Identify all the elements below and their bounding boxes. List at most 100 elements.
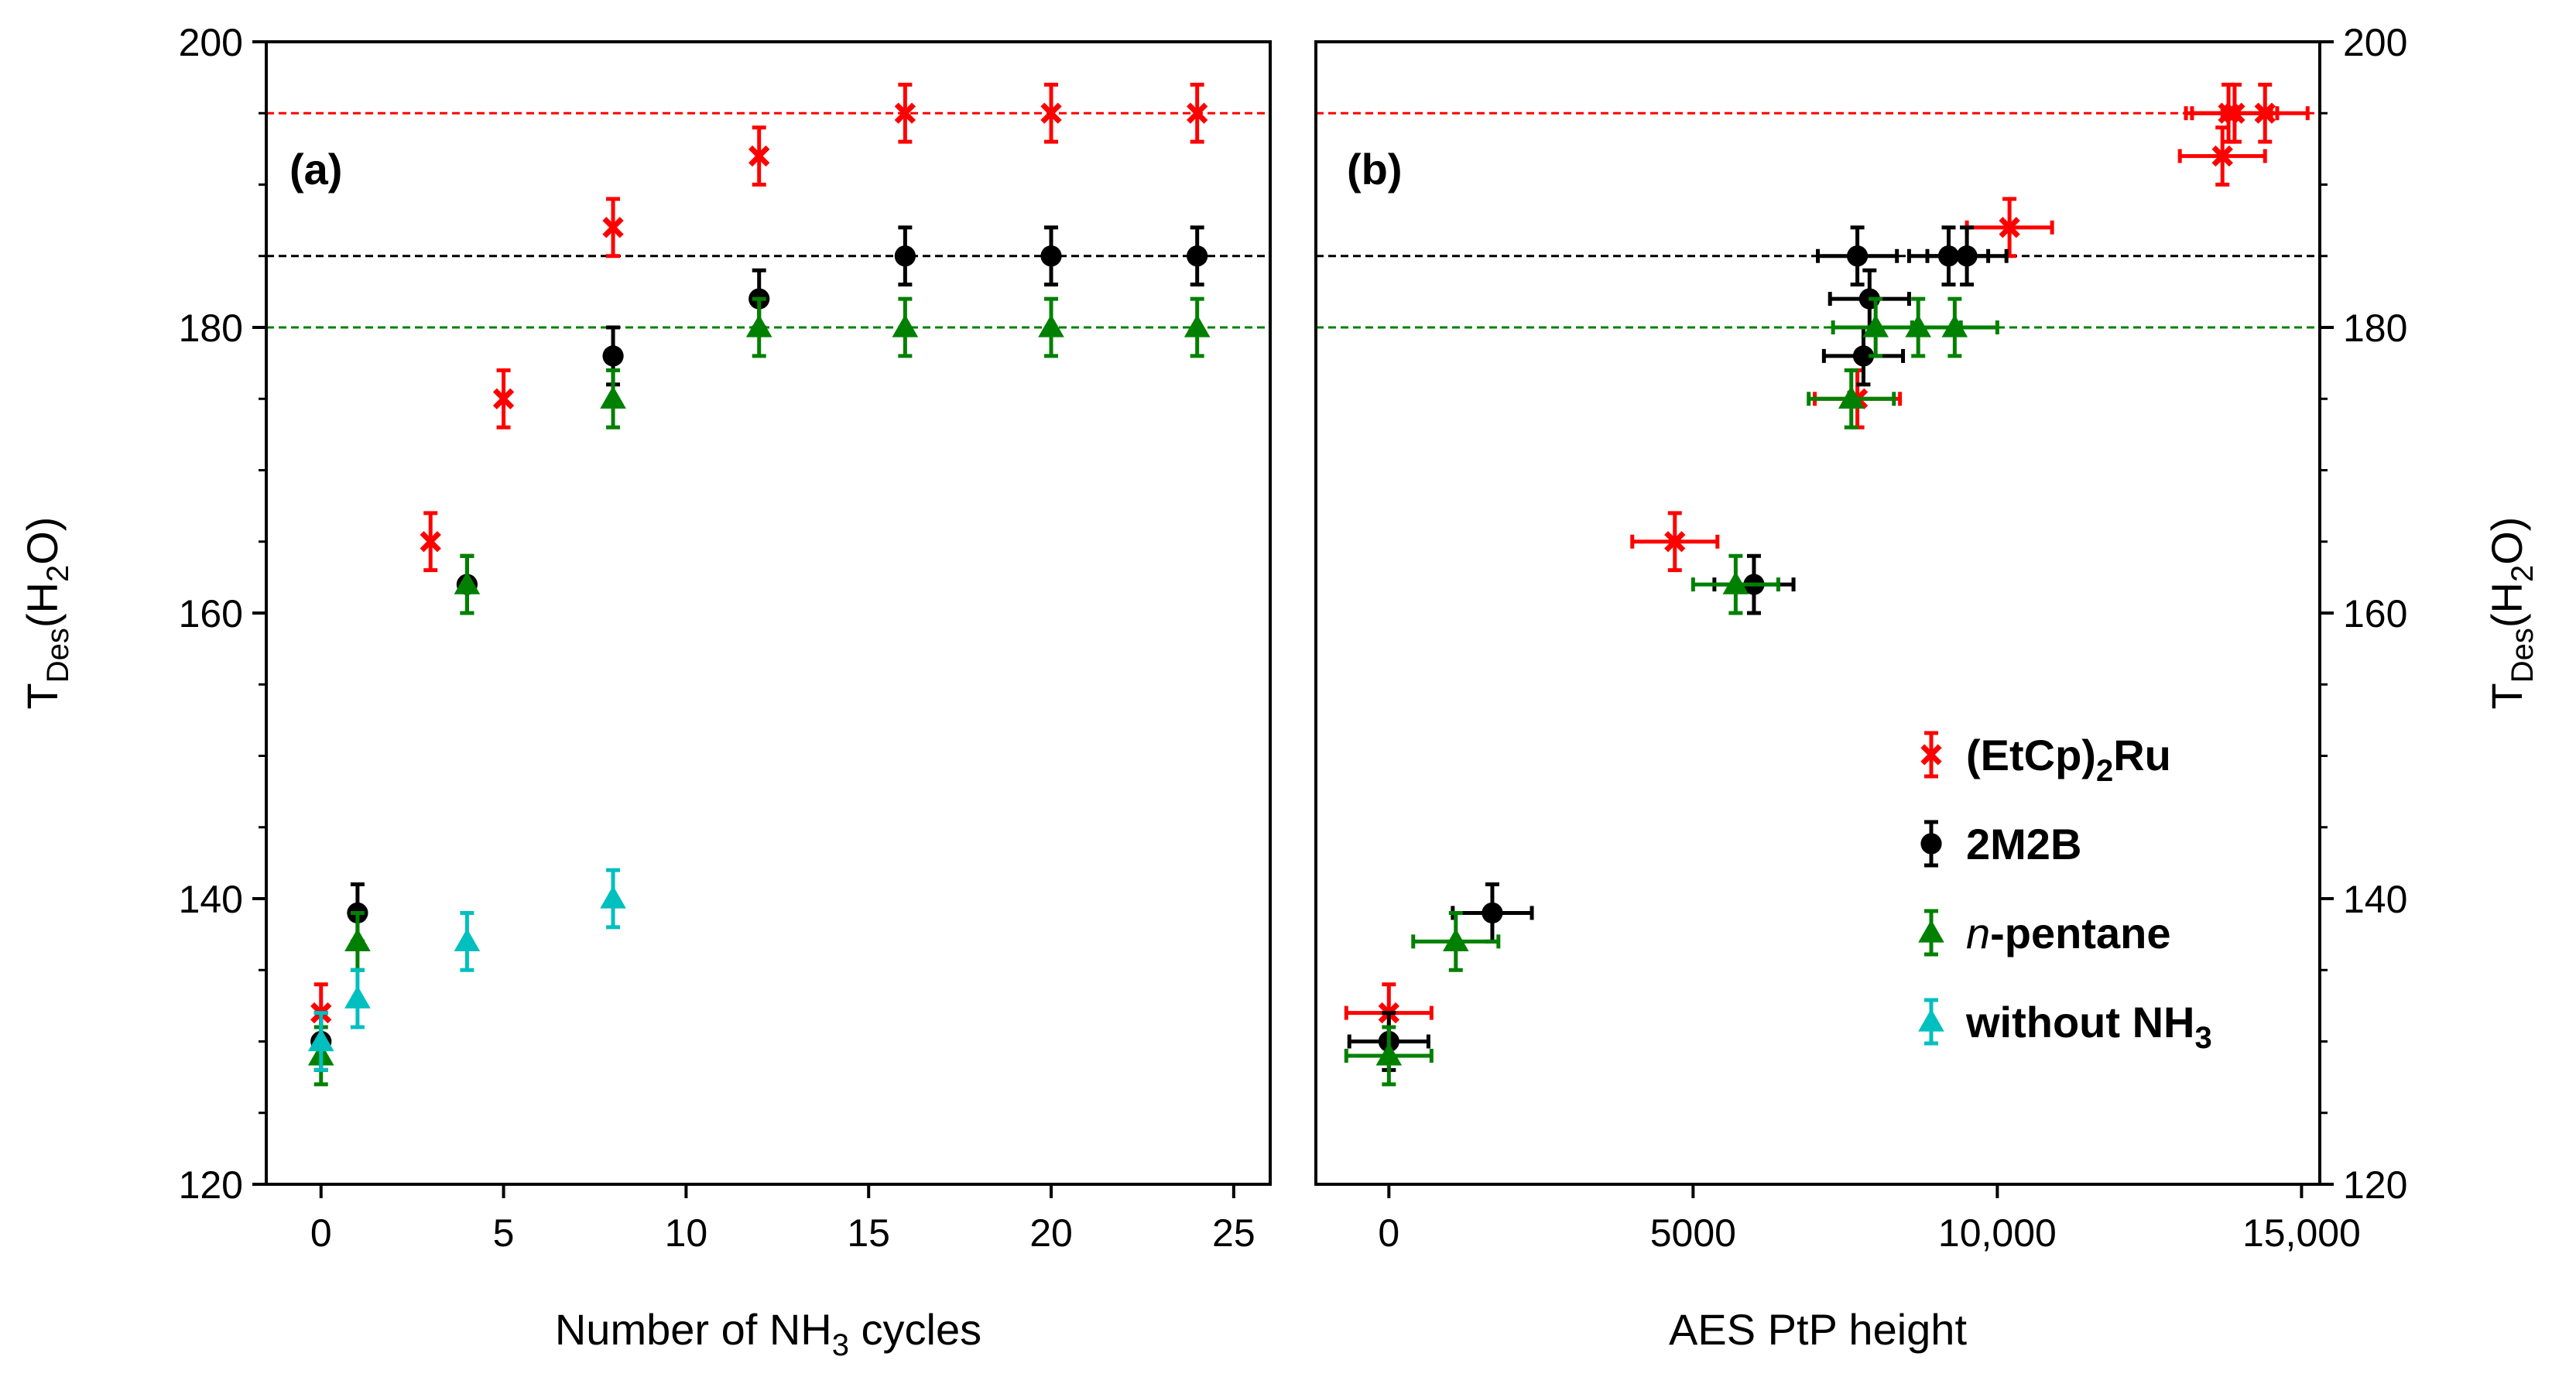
marker-circle (1040, 245, 1062, 267)
marker-triangle (1184, 314, 1211, 337)
marker-x (1920, 744, 1942, 766)
data-point (894, 82, 916, 144)
x-axis-ticks: 0 5 10 15 20 25 (310, 1184, 1255, 1255)
marker-circle (1852, 345, 1875, 367)
marker-x (492, 388, 515, 409)
data-point (1816, 225, 1899, 287)
marker-triangle (344, 985, 371, 1009)
data-point (1187, 225, 1208, 287)
x-tick-label: 0 (310, 1211, 332, 1255)
marker-x (2211, 145, 2233, 167)
panel-a: 0 5 10 15 20 25 120 140 160 180 200 (a) Number of… (18, 21, 1272, 1362)
data-point (1630, 511, 1720, 573)
legend-label: n-pentane (1966, 909, 2171, 957)
data-point (748, 125, 770, 187)
x-tick-label: 15 (847, 1211, 890, 1255)
marker-triangle (1722, 571, 1749, 594)
marker-x (748, 145, 770, 167)
marker-triangle (1941, 314, 1968, 337)
reference-lines (1316, 111, 2320, 329)
marker-triangle (892, 314, 919, 337)
marker-triangle (307, 1028, 334, 1052)
data-point (1451, 882, 1534, 944)
data-point (1925, 225, 2009, 287)
x-axis-label-b: AES PtP height (1669, 1305, 1967, 1354)
marker-x (2254, 102, 2276, 124)
series-triangle (307, 296, 1211, 1087)
data-point (1040, 225, 1062, 287)
y-tick-label: 140 (179, 878, 243, 921)
data-point (1040, 82, 1062, 144)
y-tick-label: 200 (179, 21, 243, 64)
marker-x (1186, 102, 1208, 124)
marker-x (1999, 217, 2020, 238)
marker-circle (1956, 245, 1978, 267)
marker-triangle (745, 314, 772, 337)
data-point (745, 296, 772, 358)
marker-triangle (1038, 314, 1064, 337)
legend-label: without NH3 (1965, 998, 2212, 1055)
x-tick-label: 20 (1029, 1211, 1073, 1255)
data-point (1690, 553, 1780, 615)
marker-triangle (1918, 920, 1944, 943)
x-tick-label: 5 (493, 1211, 515, 1255)
marker-circle (1920, 833, 1942, 855)
series-triangle (1344, 296, 1999, 1087)
marker-circle (602, 345, 624, 367)
data-point (602, 197, 624, 259)
data-point (1411, 910, 1501, 972)
data-point (454, 553, 481, 615)
legend-label: 2M2B (1966, 820, 2081, 868)
marker-x (420, 531, 441, 553)
x-tick-label: 5000 (1650, 1211, 1736, 1255)
legend-marker (1918, 998, 1944, 1046)
panel-label-b: (b) (1347, 145, 1403, 194)
marker-x (1040, 102, 1062, 124)
y-axis-ticks: 120 140 160 180 200 (2320, 21, 2407, 1207)
data-point (1344, 1025, 1434, 1087)
legend-entry-etcp2ru: (EtCp)2Ru (1920, 731, 2171, 788)
data-point (892, 296, 919, 358)
marker-circle (1846, 245, 1869, 267)
data-series (1344, 82, 2310, 1087)
panel-b: 0 5000 10,000 15,000 120 140 160 180 200 (b) AE… (1314, 21, 2540, 1354)
x-tick-label: 10,000 (1938, 1211, 2057, 1255)
data-series (307, 82, 1211, 1087)
marker-x (602, 217, 624, 238)
data-point (894, 225, 916, 287)
data-point (1184, 296, 1211, 358)
marker-triangle (1918, 1009, 1944, 1032)
series-x (310, 82, 1208, 1043)
legend-entry-without-nh3: without NH3 (1918, 998, 2212, 1055)
marker-triangle (600, 385, 626, 409)
x-axis-label-a: Number of NH3 cycles (555, 1305, 981, 1362)
y-tick-label: 120 (2343, 1163, 2407, 1207)
reference-lines (266, 111, 1270, 329)
marker-x (1664, 531, 1686, 553)
marker-triangle (1838, 385, 1865, 409)
y-tick-label: 160 (179, 592, 243, 635)
marker-x (894, 102, 916, 124)
marker-triangle (454, 928, 481, 951)
data-point (600, 868, 626, 930)
data-point (454, 910, 481, 972)
y-tick-label: 180 (2343, 307, 2407, 350)
data-point (1186, 82, 1208, 144)
data-point (2177, 125, 2267, 187)
y-tick-label: 200 (2343, 21, 2407, 64)
data-point (1965, 197, 2054, 259)
data-point (344, 968, 371, 1029)
marker-triangle (1375, 1043, 1403, 1066)
y-tick-label: 120 (179, 1163, 243, 1207)
x-tick-label: 25 (1212, 1211, 1255, 1255)
y-axis-label-a: TDes(H2O) (18, 517, 75, 710)
data-point (2220, 82, 2310, 144)
data-point (1910, 296, 1999, 358)
data-point (1038, 296, 1064, 358)
legend-marker (1920, 731, 1942, 779)
marker-circle (1187, 245, 1208, 267)
marker-circle (894, 245, 916, 267)
y-axis-ticks: 120 140 160 180 200 (179, 21, 266, 1207)
data-point (1807, 368, 1896, 430)
